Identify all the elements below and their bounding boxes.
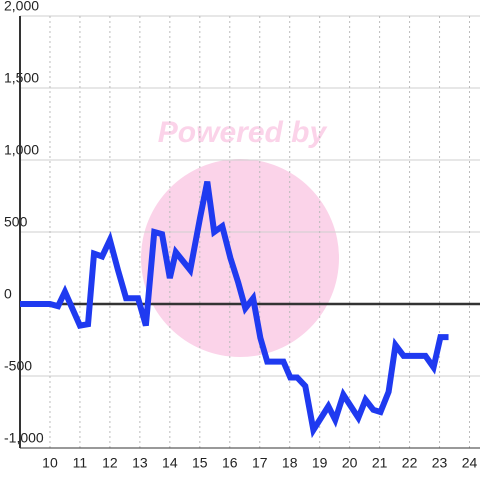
y-tick-label: 2,000 xyxy=(4,0,39,14)
x-tick-label: 14 xyxy=(162,455,178,471)
x-tick-label: 20 xyxy=(342,455,358,471)
y-tick-label: 1,500 xyxy=(4,70,39,86)
x-tick-label: 15 xyxy=(192,455,208,471)
x-tick-label: 21 xyxy=(372,455,388,471)
watermark-text: Powered by xyxy=(158,116,328,149)
x-tick-label: 23 xyxy=(432,455,448,471)
data-line xyxy=(20,181,449,439)
y-tick-label: -1,000 xyxy=(4,430,44,446)
x-tick-label: 22 xyxy=(402,455,418,471)
watermark-logo xyxy=(141,159,339,357)
x-tick-label: 18 xyxy=(282,455,298,471)
x-tick-label: 19 xyxy=(312,455,328,471)
x-tick-label: 17 xyxy=(252,455,268,471)
y-tick-label: 1,000 xyxy=(4,142,39,158)
x-tick-label: 12 xyxy=(102,455,118,471)
y-tick-label: 0 xyxy=(4,286,12,302)
x-tick-label: 10 xyxy=(42,455,58,471)
y-tick-label: 500 xyxy=(4,214,28,230)
x-tick-label: 24 xyxy=(462,455,478,471)
x-tick-label: 11 xyxy=(73,455,88,471)
y-tick-label: -500 xyxy=(4,358,32,374)
x-tick-label: 13 xyxy=(132,455,148,471)
x-tick-label: 16 xyxy=(222,455,238,471)
